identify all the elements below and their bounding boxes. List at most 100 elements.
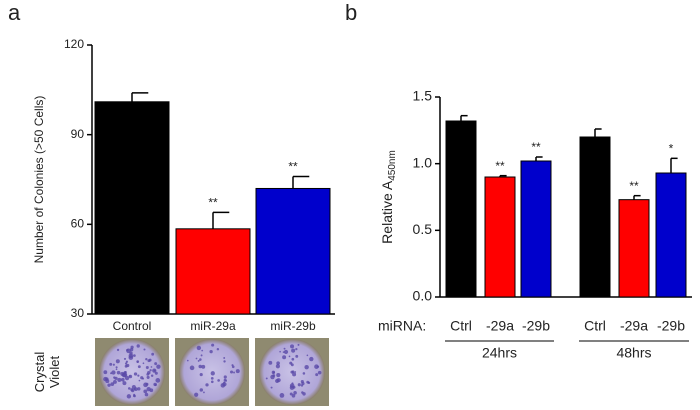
colony-dot [125, 360, 129, 363]
colony-dot [209, 350, 213, 354]
colony-dot [292, 372, 297, 377]
colony-dot [115, 368, 118, 371]
y-tick-label: 30 [71, 306, 85, 320]
colony-dot [309, 356, 314, 362]
colony-dot [128, 375, 131, 377]
colony-dot [289, 385, 295, 390]
colony-dot [196, 345, 202, 351]
colony-dot [124, 364, 128, 368]
colony-dot [265, 377, 268, 380]
colony-dot [115, 359, 120, 364]
colony-dot [123, 357, 127, 360]
panel-letter: b [345, 0, 357, 25]
colony-dot [122, 372, 128, 378]
colony-dot [116, 370, 121, 375]
colony-dot [279, 350, 281, 353]
colony-dot [291, 382, 294, 385]
colony-dot [127, 387, 131, 390]
colony-dot [136, 360, 140, 363]
colony-dot [195, 357, 198, 360]
colony-dot [155, 378, 161, 383]
colony-dot [115, 366, 118, 369]
colony-dot [133, 394, 136, 398]
colony-dot [211, 343, 215, 347]
x-tick-label: -29a [486, 318, 514, 334]
colony-dot [316, 365, 320, 368]
y-tick-label: 1.0 [413, 154, 433, 170]
colony-dot [107, 383, 111, 387]
panel-letter: a [8, 0, 21, 25]
colony-dot [283, 349, 289, 355]
colony-dot [272, 374, 276, 377]
bar [655, 172, 687, 298]
colony-dot [144, 392, 149, 397]
colony-dot [133, 372, 138, 376]
colony-dot [294, 371, 297, 373]
significance: * [669, 142, 674, 156]
colony-dot [154, 371, 158, 375]
colony-dot [297, 343, 300, 346]
bar [579, 136, 611, 298]
bar [175, 228, 251, 315]
colony-dot [150, 374, 154, 377]
colony-dot [291, 348, 296, 353]
colony-dot [282, 351, 285, 353]
colony-dot [137, 365, 141, 369]
x-tick-label: -29b [522, 318, 550, 334]
colony-dot [203, 391, 205, 394]
group-label: 48hrs [616, 345, 651, 361]
colony-dot [126, 394, 132, 399]
colony-dot [270, 386, 273, 389]
colony-dot [186, 359, 189, 362]
colony-dot [293, 391, 297, 395]
colony-dot [199, 358, 202, 361]
colony-dot [223, 375, 227, 379]
colony-dot [142, 362, 145, 365]
colony-dot [134, 388, 136, 391]
colony-dot [295, 354, 299, 358]
colony-dot [124, 362, 128, 365]
colony-dot [126, 348, 131, 354]
colony-dot [300, 384, 304, 387]
colony-dot [156, 364, 161, 369]
colony-dot [230, 370, 234, 374]
colony-dot [199, 388, 204, 392]
colony-dot [225, 379, 228, 382]
colony-dot [137, 374, 140, 377]
x-tick-label: Ctrl [450, 318, 472, 334]
colony-dot [145, 382, 149, 386]
x-tick-label: Ctrl [584, 318, 606, 334]
colony-dot [282, 355, 287, 360]
colony-dot [276, 373, 281, 378]
colony-dot [145, 358, 148, 361]
colony-dot [197, 359, 200, 362]
colony-dot [297, 383, 301, 387]
colony-dot [233, 371, 235, 374]
colony-dot [105, 379, 110, 384]
y-axis-label-text: Number of Colonies (>50 Cells) [32, 96, 46, 264]
dish-images [95, 338, 329, 406]
colony-dot [103, 370, 108, 375]
colony-dot [291, 370, 295, 373]
colony-dot [302, 372, 306, 375]
group-label: 24hrs [482, 345, 517, 361]
y-tick-label: 0.0 [413, 288, 433, 304]
colony-dot [279, 393, 285, 398]
colony-dot [283, 347, 286, 350]
image-label: CrystalViolet [32, 352, 62, 393]
colony-dot [117, 377, 122, 382]
colony-dot [290, 344, 295, 349]
colony-dot [138, 379, 141, 382]
colony-dot [275, 364, 280, 369]
bar [484, 176, 516, 298]
y-axis-label-sub: 450nm [387, 150, 398, 181]
colony-dot [153, 369, 156, 372]
bar [255, 187, 331, 315]
colony-dot [306, 354, 309, 357]
colony-dot [295, 347, 298, 351]
x-tick-label: miR-29b [270, 319, 316, 333]
x-tick-label: Control [113, 319, 152, 333]
colony-dot [288, 355, 291, 358]
image-label-line: Crystal [32, 352, 47, 393]
colony-dot [231, 364, 234, 367]
